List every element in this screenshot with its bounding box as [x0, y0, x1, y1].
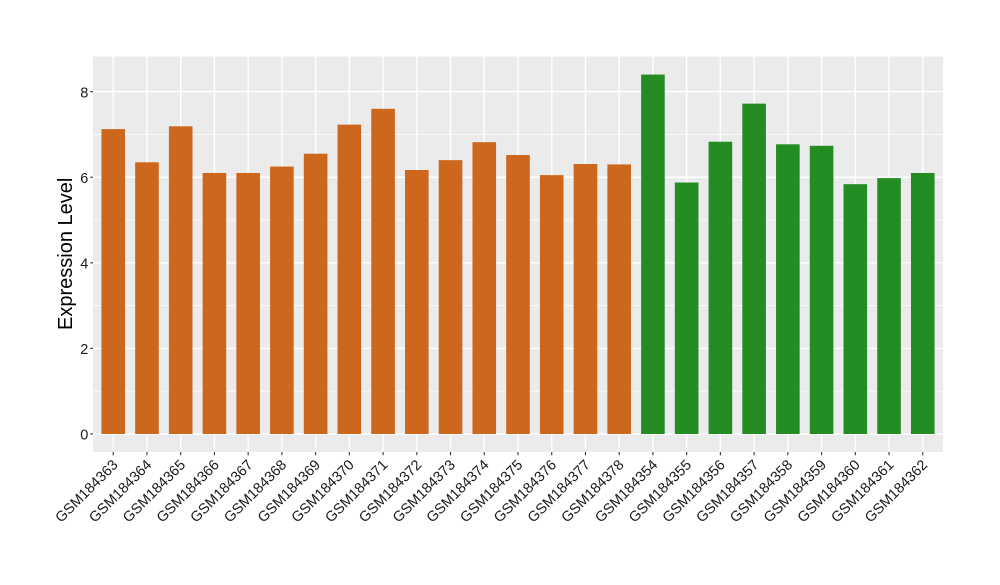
- svg-text:Expression Level: Expression Level: [55, 178, 77, 330]
- svg-text:8: 8: [80, 85, 88, 101]
- svg-text:2: 2: [80, 342, 88, 358]
- svg-text:6: 6: [80, 171, 88, 187]
- svg-text:4: 4: [80, 257, 88, 273]
- svg-text:0: 0: [80, 428, 88, 444]
